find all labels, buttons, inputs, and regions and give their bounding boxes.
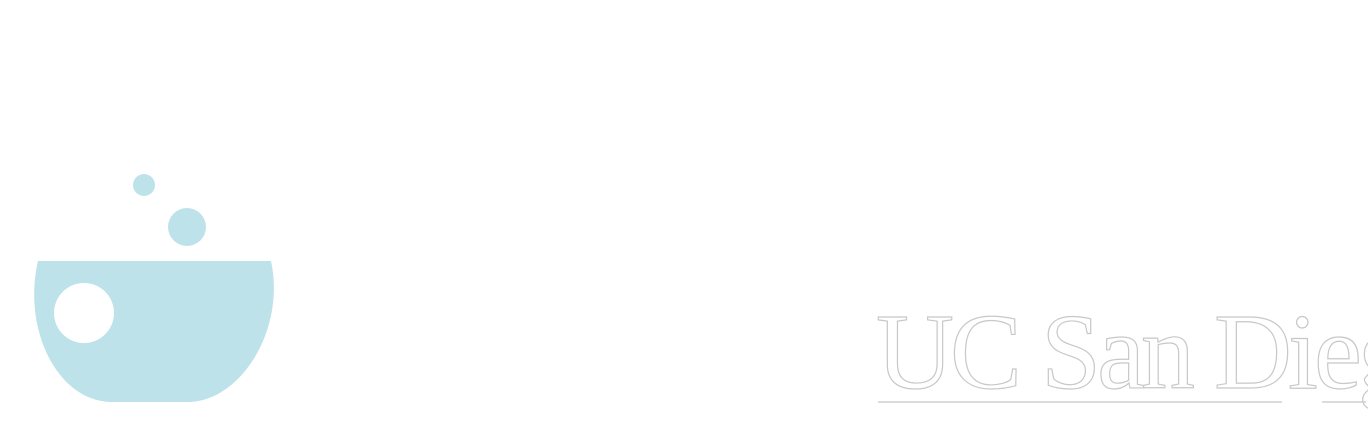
lab-bowl-icon (34, 174, 274, 402)
medium-bubble-icon (168, 208, 206, 246)
ucsd-wordmark: UC San Diego (875, 296, 1368, 412)
bowl-highlight-icon (54, 283, 114, 343)
ucsd-wordmark-text: UC San Diego (876, 296, 1368, 412)
small-bubble-icon (133, 174, 155, 196)
